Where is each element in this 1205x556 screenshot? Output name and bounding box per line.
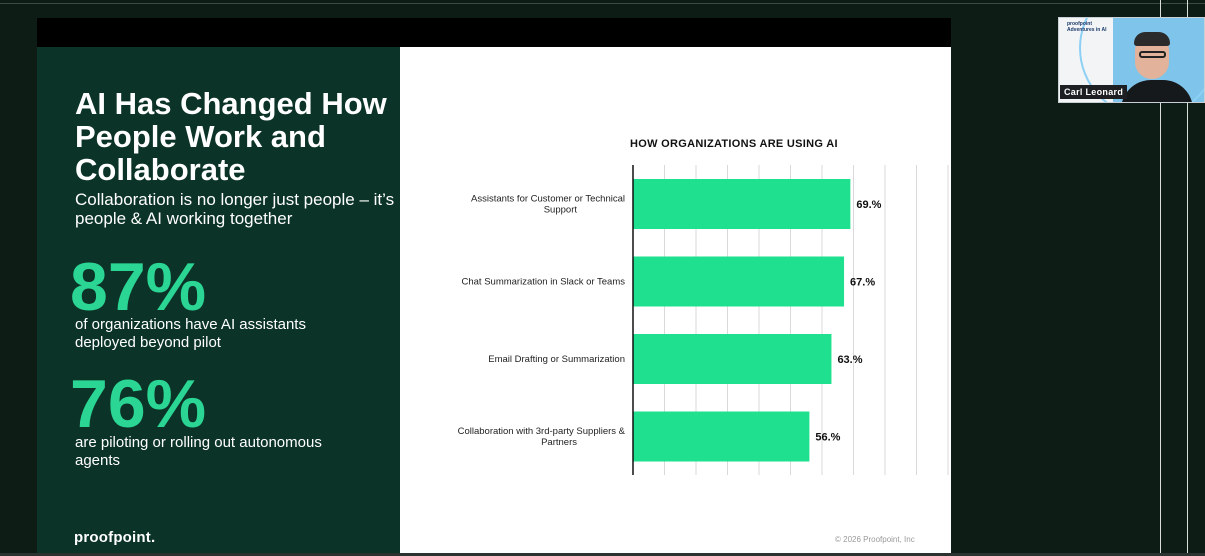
slide-title: AI Has Changed How People Work and Colla…: [75, 86, 387, 187]
presenter-nameplate: Carl Leonard: [1060, 85, 1128, 99]
category-label: Email Drafting or Summarization: [488, 354, 625, 365]
chart-title: HOW ORGANIZATIONS ARE USING AI: [630, 138, 838, 150]
presenter-glasses: [1139, 51, 1166, 58]
data-label: 69.%: [856, 199, 881, 211]
vertical-divider: [1187, 0, 1188, 556]
bar: [633, 411, 810, 462]
slide-right-panel: HOW ORGANIZATIONS ARE USING AI 69.% Assis…: [400, 47, 951, 553]
category-label: Chat Summarization in Slack or Teams: [462, 277, 626, 288]
top-divider: [0, 3, 1205, 4]
data-label: 63.%: [837, 354, 862, 366]
bar: [633, 256, 845, 307]
bar: [633, 334, 832, 384]
data-label: 67.%: [850, 277, 875, 289]
slide-left-panel: AI Has Changed How People Work and Colla…: [37, 47, 400, 553]
presenter-hair: [1134, 32, 1170, 46]
category-label: Collaboration with 3rd-party Suppliers &…: [458, 426, 626, 448]
copyright-notice: © 2026 Proofpoint, Inc: [835, 535, 915, 544]
slide-subtitle: Collaboration is no longer just people –…: [75, 190, 395, 228]
slide-top-bar: [37, 18, 951, 47]
bar: [633, 179, 851, 229]
data-label: 56.%: [815, 432, 840, 444]
webcam-brand-text: proofpoint Adventures in AI: [1067, 21, 1107, 33]
webcam-tile: proofpoint Adventures in AI Carl Leonard: [1058, 17, 1205, 103]
proofpoint-logo: proofpoint.: [74, 529, 156, 546]
stat-87-value: 87%: [70, 249, 207, 325]
bottom-bar: [0, 553, 1205, 556]
stat-87-description: of organizations have AI assistants depl…: [75, 316, 306, 351]
bar-chart: 69.% Assistants for Customer or Technical…: [458, 165, 949, 475]
stat-76-value: 76%: [70, 366, 207, 442]
webcam-background-arc: [1079, 18, 1204, 102]
vertical-divider: [1160, 0, 1161, 556]
category-label: Assistants for Customer or Technical Supp…: [471, 194, 625, 216]
presenter-body: [1121, 80, 1193, 102]
stat-76-description: are piloting or rolling out autonomous a…: [75, 434, 322, 469]
